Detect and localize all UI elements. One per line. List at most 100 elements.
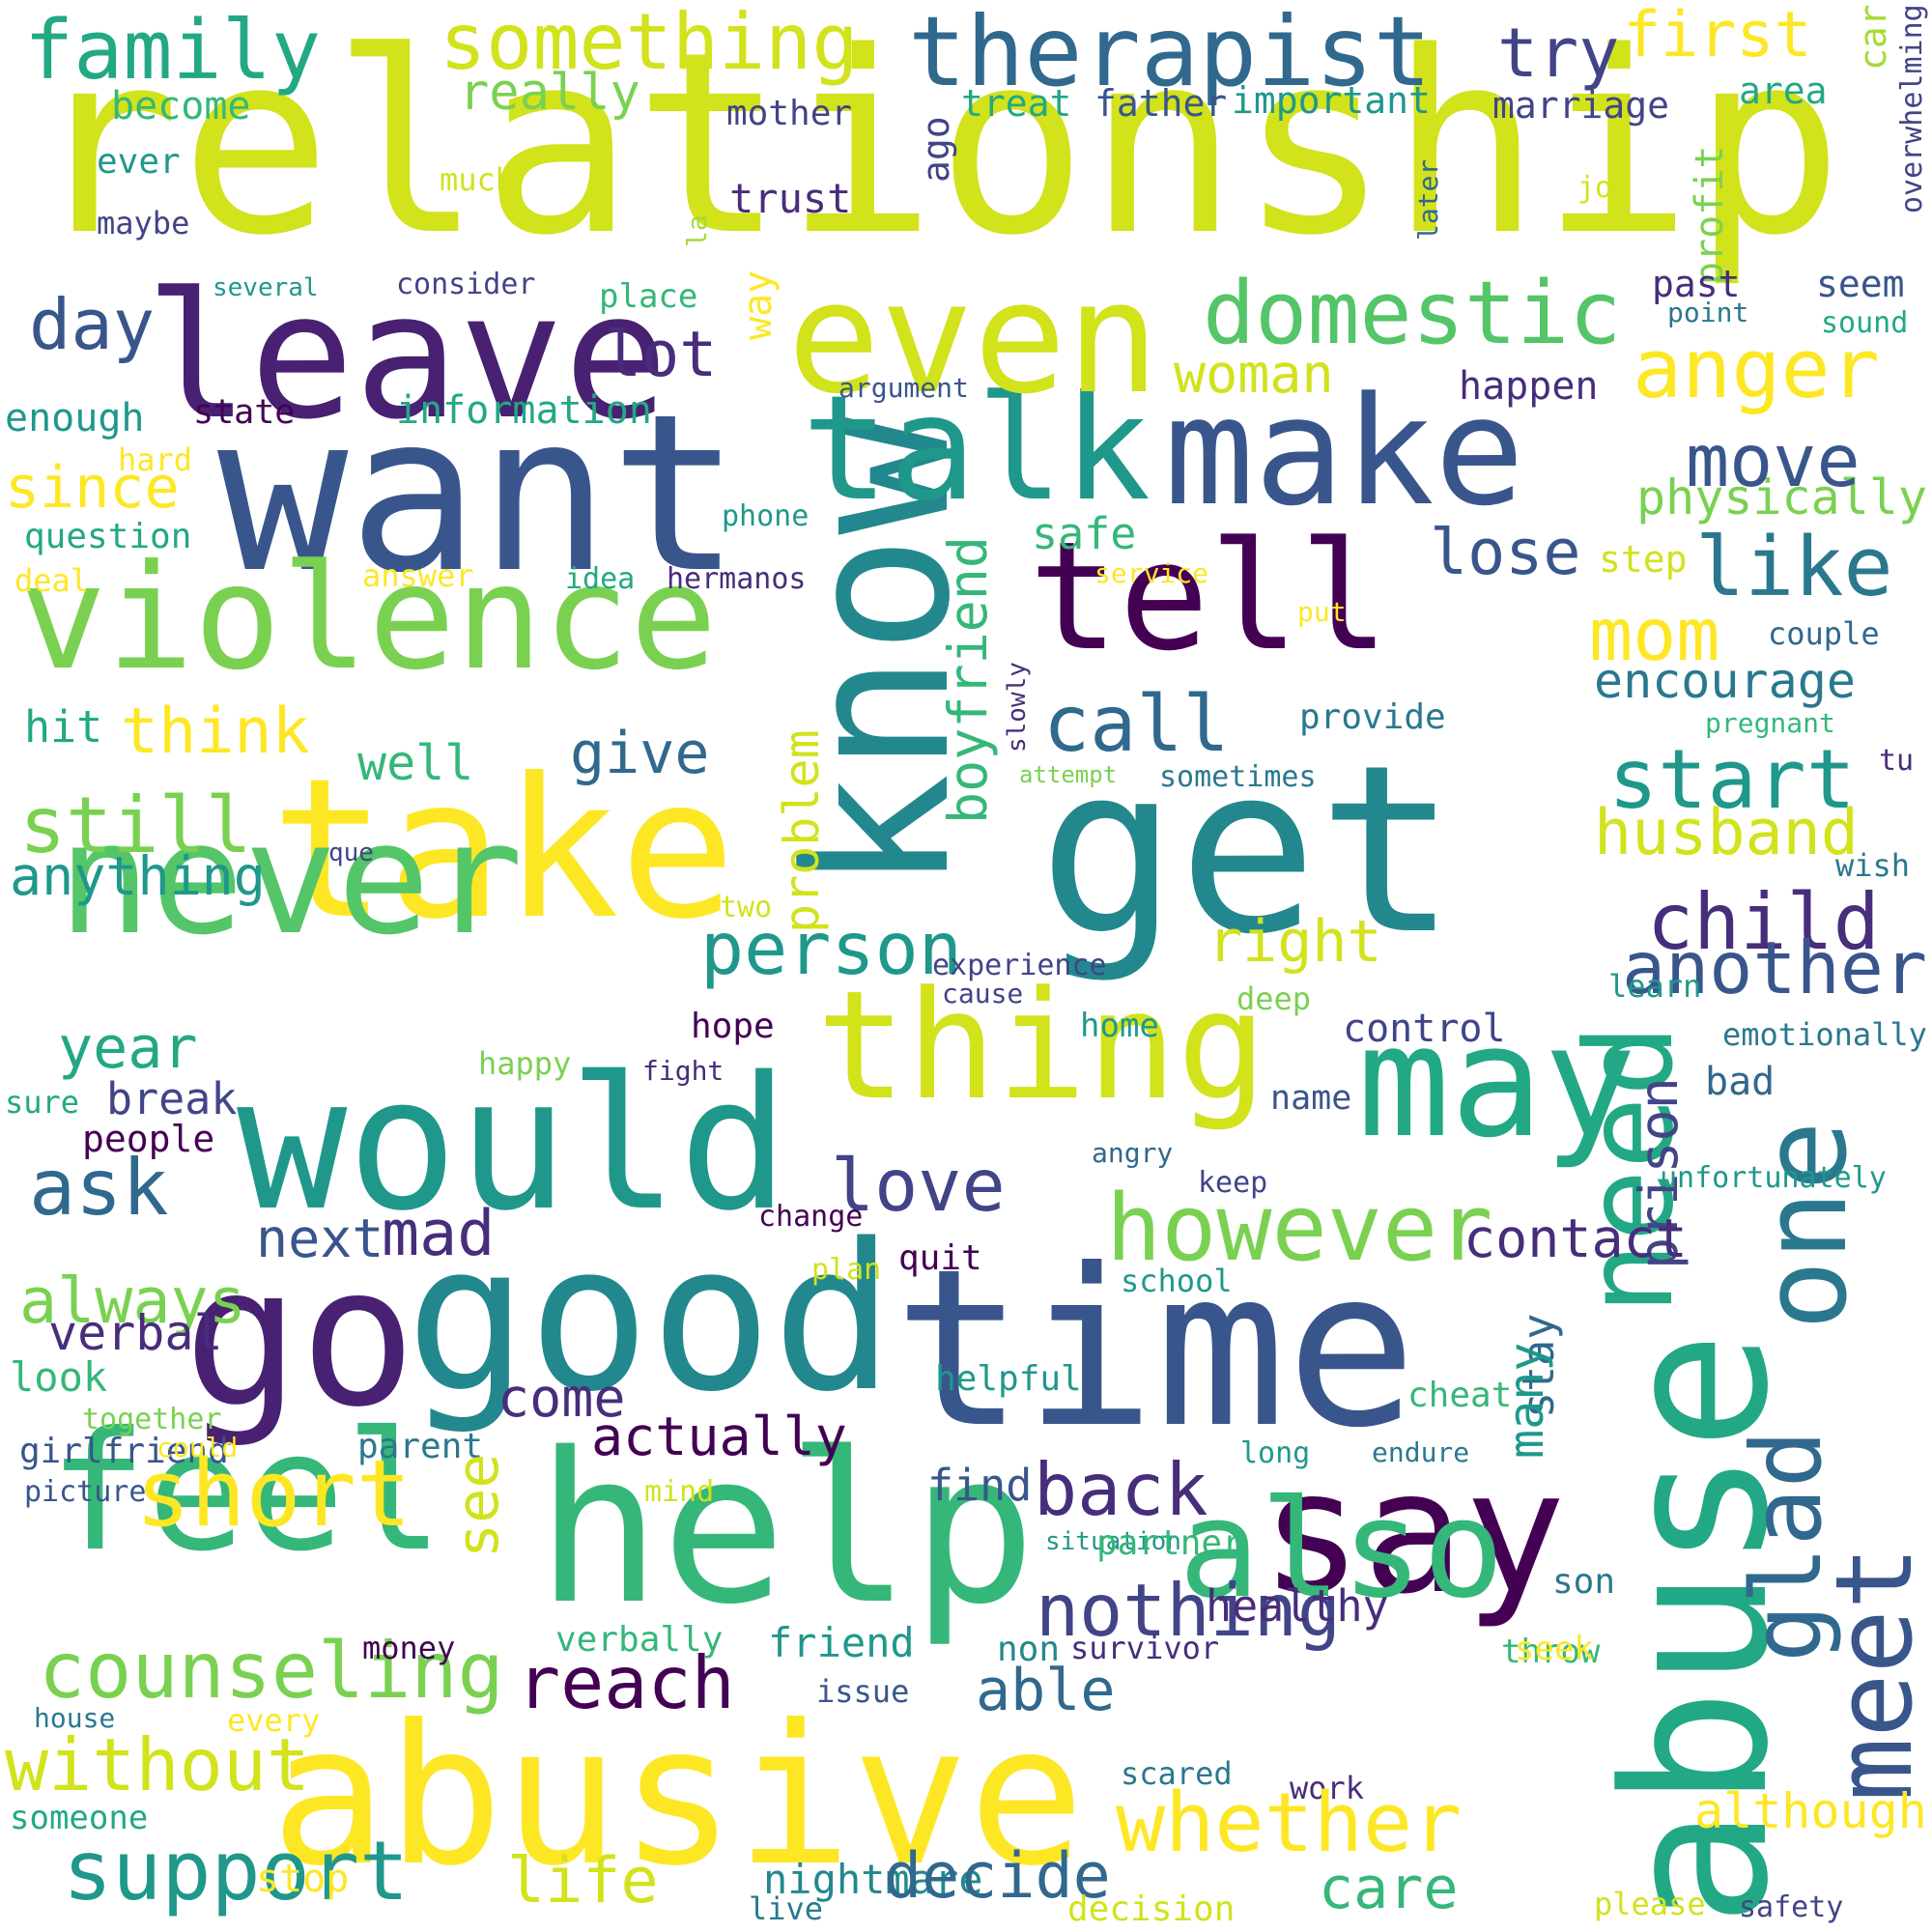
- word-bad: bad: [1705, 1060, 1776, 1104]
- word-tu: tu: [1879, 744, 1915, 778]
- word-long: long: [1240, 1436, 1311, 1470]
- word-ago: ago: [915, 116, 957, 183]
- word-get: get: [1038, 715, 1458, 985]
- word-attempt: attempt: [1019, 761, 1118, 788]
- word-abusive: abusive: [270, 1684, 1085, 1909]
- word-hard: hard: [118, 441, 193, 478]
- word-leave: leave: [145, 256, 668, 458]
- word-could: could: [156, 1432, 239, 1463]
- word-may: may: [1357, 991, 1636, 1172]
- word-find: find: [927, 1460, 1033, 1511]
- word-verbal: verbal: [48, 1305, 223, 1361]
- word-idea: idea: [565, 562, 636, 596]
- word-tell: tell: [1029, 509, 1390, 684]
- word-call: call: [1043, 679, 1230, 769]
- word-provide: provide: [1299, 697, 1446, 737]
- word-go: go: [184, 1225, 416, 1450]
- word-endure: endure: [1372, 1436, 1470, 1468]
- word-helpful: helpful: [935, 1359, 1082, 1399]
- word-violence: violence: [19, 534, 718, 702]
- word-service: service: [1094, 557, 1209, 589]
- word-however: however: [1106, 1176, 1493, 1282]
- word-nothing: nothing: [1036, 1568, 1342, 1653]
- word-seem: seem: [1816, 263, 1905, 305]
- word-couple: couple: [1768, 615, 1880, 652]
- word-phone: phone: [722, 499, 810, 533]
- word-people: people: [82, 1118, 215, 1160]
- word-verbally: verbally: [555, 1620, 724, 1660]
- word-want: want: [217, 368, 741, 621]
- word-seek: seek: [1515, 1630, 1594, 1668]
- word-something: something: [440, 0, 859, 87]
- word-child: child: [1647, 877, 1880, 967]
- word-person: person: [700, 906, 962, 991]
- word-way: way: [736, 270, 781, 340]
- word-quit: quit: [898, 1238, 982, 1278]
- word-trust: trust: [729, 175, 852, 222]
- word-place: place: [599, 277, 698, 316]
- word-consider: consider: [396, 268, 536, 301]
- word-every: every: [227, 1702, 321, 1739]
- word-marriage: marriage: [1492, 84, 1670, 127]
- word-make: make: [1164, 364, 1525, 539]
- word-overwhelming: overwhelming: [1895, 4, 1929, 213]
- word-issue: issue: [816, 1673, 910, 1710]
- word-ask: ask: [29, 1143, 169, 1233]
- word-money: money: [362, 1630, 456, 1666]
- word-lose: lose: [1430, 517, 1581, 589]
- word-anything: anything: [10, 845, 266, 907]
- word-mad: mad: [382, 1198, 496, 1270]
- word-slowly: slowly: [1003, 662, 1032, 753]
- word-able: able: [976, 1657, 1116, 1724]
- word-reach: reach: [517, 1640, 735, 1725]
- word-feel: feel: [48, 1397, 444, 1588]
- word-together: together: [82, 1403, 222, 1436]
- word-like: like: [1695, 520, 1893, 615]
- word-talk: talk: [802, 365, 1151, 533]
- word-home: home: [1080, 1007, 1159, 1045]
- word-la: la: [681, 214, 713, 247]
- word-house: house: [34, 1702, 116, 1734]
- word-care: care: [1319, 1855, 1459, 1922]
- word-step: step: [1599, 538, 1688, 581]
- word-contact: contact: [1463, 1208, 1688, 1269]
- word-area: area: [1739, 70, 1828, 112]
- word-enough: enough: [5, 396, 145, 440]
- word-time: time: [894, 1223, 1417, 1476]
- word-survivor: survivor: [1070, 1630, 1220, 1666]
- word-problem: problem: [774, 729, 830, 933]
- word-state: state: [193, 393, 296, 432]
- word-although: although: [1694, 1783, 1927, 1839]
- word-really: really: [459, 64, 640, 122]
- word-friend: friend: [768, 1619, 915, 1666]
- word-hermanos: hermanos: [667, 562, 807, 596]
- word-question: question: [24, 517, 192, 556]
- word-help: help: [536, 1407, 1037, 1650]
- word-son: son: [1552, 1562, 1616, 1602]
- word-another: another: [1622, 925, 1928, 1010]
- word-glad: glad: [1730, 1430, 1843, 1662]
- word-sound: sound: [1821, 306, 1909, 340]
- word-picture: picture: [24, 1475, 147, 1509]
- word-cause: cause: [942, 978, 1024, 1009]
- word-physically: physically: [1636, 469, 1928, 526]
- word-say: say: [1261, 1435, 1567, 1632]
- word-control: control: [1343, 1007, 1506, 1051]
- word-pregnant: pregnant: [1705, 707, 1835, 739]
- word-right: right: [1208, 908, 1382, 976]
- word-even: even: [787, 247, 1160, 428]
- word-think: think: [121, 696, 310, 768]
- word-therapist: therapist: [908, 0, 1432, 108]
- word-mom: mom: [1589, 592, 1720, 677]
- word-please: please: [1594, 1886, 1706, 1922]
- word-change: change: [758, 1200, 864, 1234]
- word-que: que: [328, 838, 374, 867]
- word-happy: happy: [478, 1045, 572, 1082]
- word-try: try: [1497, 14, 1620, 93]
- word-hit: hit: [24, 701, 103, 753]
- word-hope: hope: [691, 1007, 775, 1046]
- word-name: name: [1270, 1079, 1352, 1118]
- word-domestic: domestic: [1203, 263, 1622, 364]
- word-throw: throw: [1501, 1633, 1601, 1671]
- word-still: still: [19, 781, 252, 870]
